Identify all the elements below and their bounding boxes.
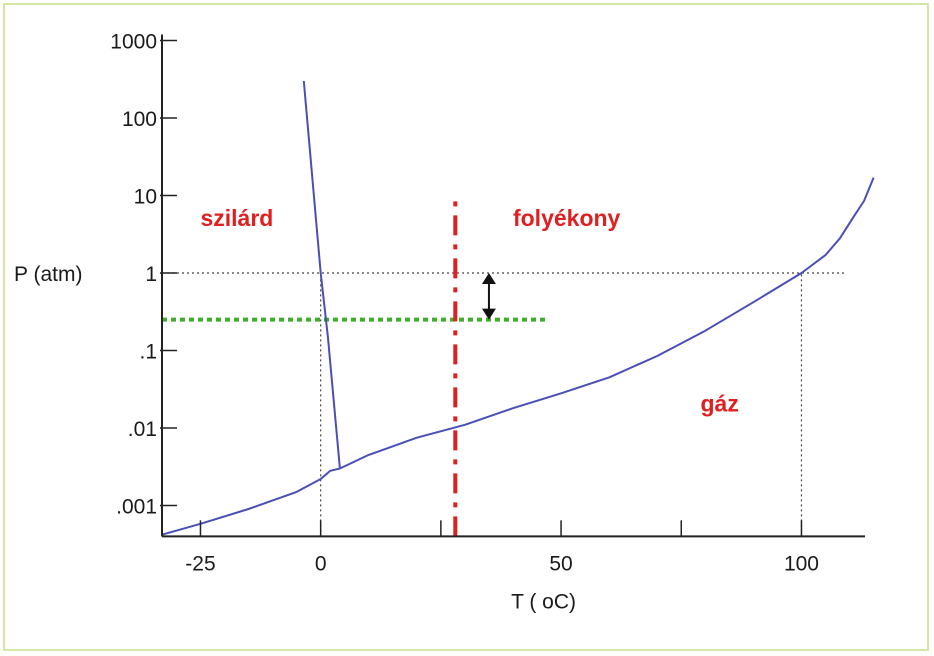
phase-curve-1: [161, 467, 341, 536]
double-arrow-head-down: [481, 308, 496, 320]
figure-frame: [3, 3, 929, 651]
x-tick-label: 0: [315, 552, 327, 575]
y-tick-label: 1: [145, 263, 157, 286]
y-tick-label: .01: [128, 418, 157, 441]
phase-curve-2: [302, 80, 341, 469]
x-tick-label: 50: [549, 552, 572, 575]
y-axis-title: P (atm): [14, 263, 82, 286]
y-tick-label: 10: [134, 186, 157, 209]
region-label: szilárd: [200, 205, 273, 231]
x-tick-label: 100: [784, 552, 819, 575]
y-tick-label: .001: [116, 496, 157, 519]
reference-lines: [162, 195, 845, 537]
phase-curve-3: [339, 177, 875, 470]
region-label: folyékony: [513, 205, 621, 231]
y-tick-label: 1000: [110, 31, 157, 54]
double-arrow-head-up: [481, 273, 496, 284]
labels: T ( oC) P (atm) szilárd folyékony gáz: [14, 205, 739, 614]
region-label: gáz: [700, 391, 738, 417]
y-tick-label: .1: [139, 341, 157, 364]
axes: 1000 100 10 1 .1 .01 .001 -25 0 50 100: [110, 31, 865, 575]
phase-curves: [161, 80, 875, 536]
x-tick-label: -25: [185, 552, 215, 575]
y-tick-label: 100: [122, 108, 157, 131]
x-axis-title: T ( oC): [511, 590, 576, 613]
